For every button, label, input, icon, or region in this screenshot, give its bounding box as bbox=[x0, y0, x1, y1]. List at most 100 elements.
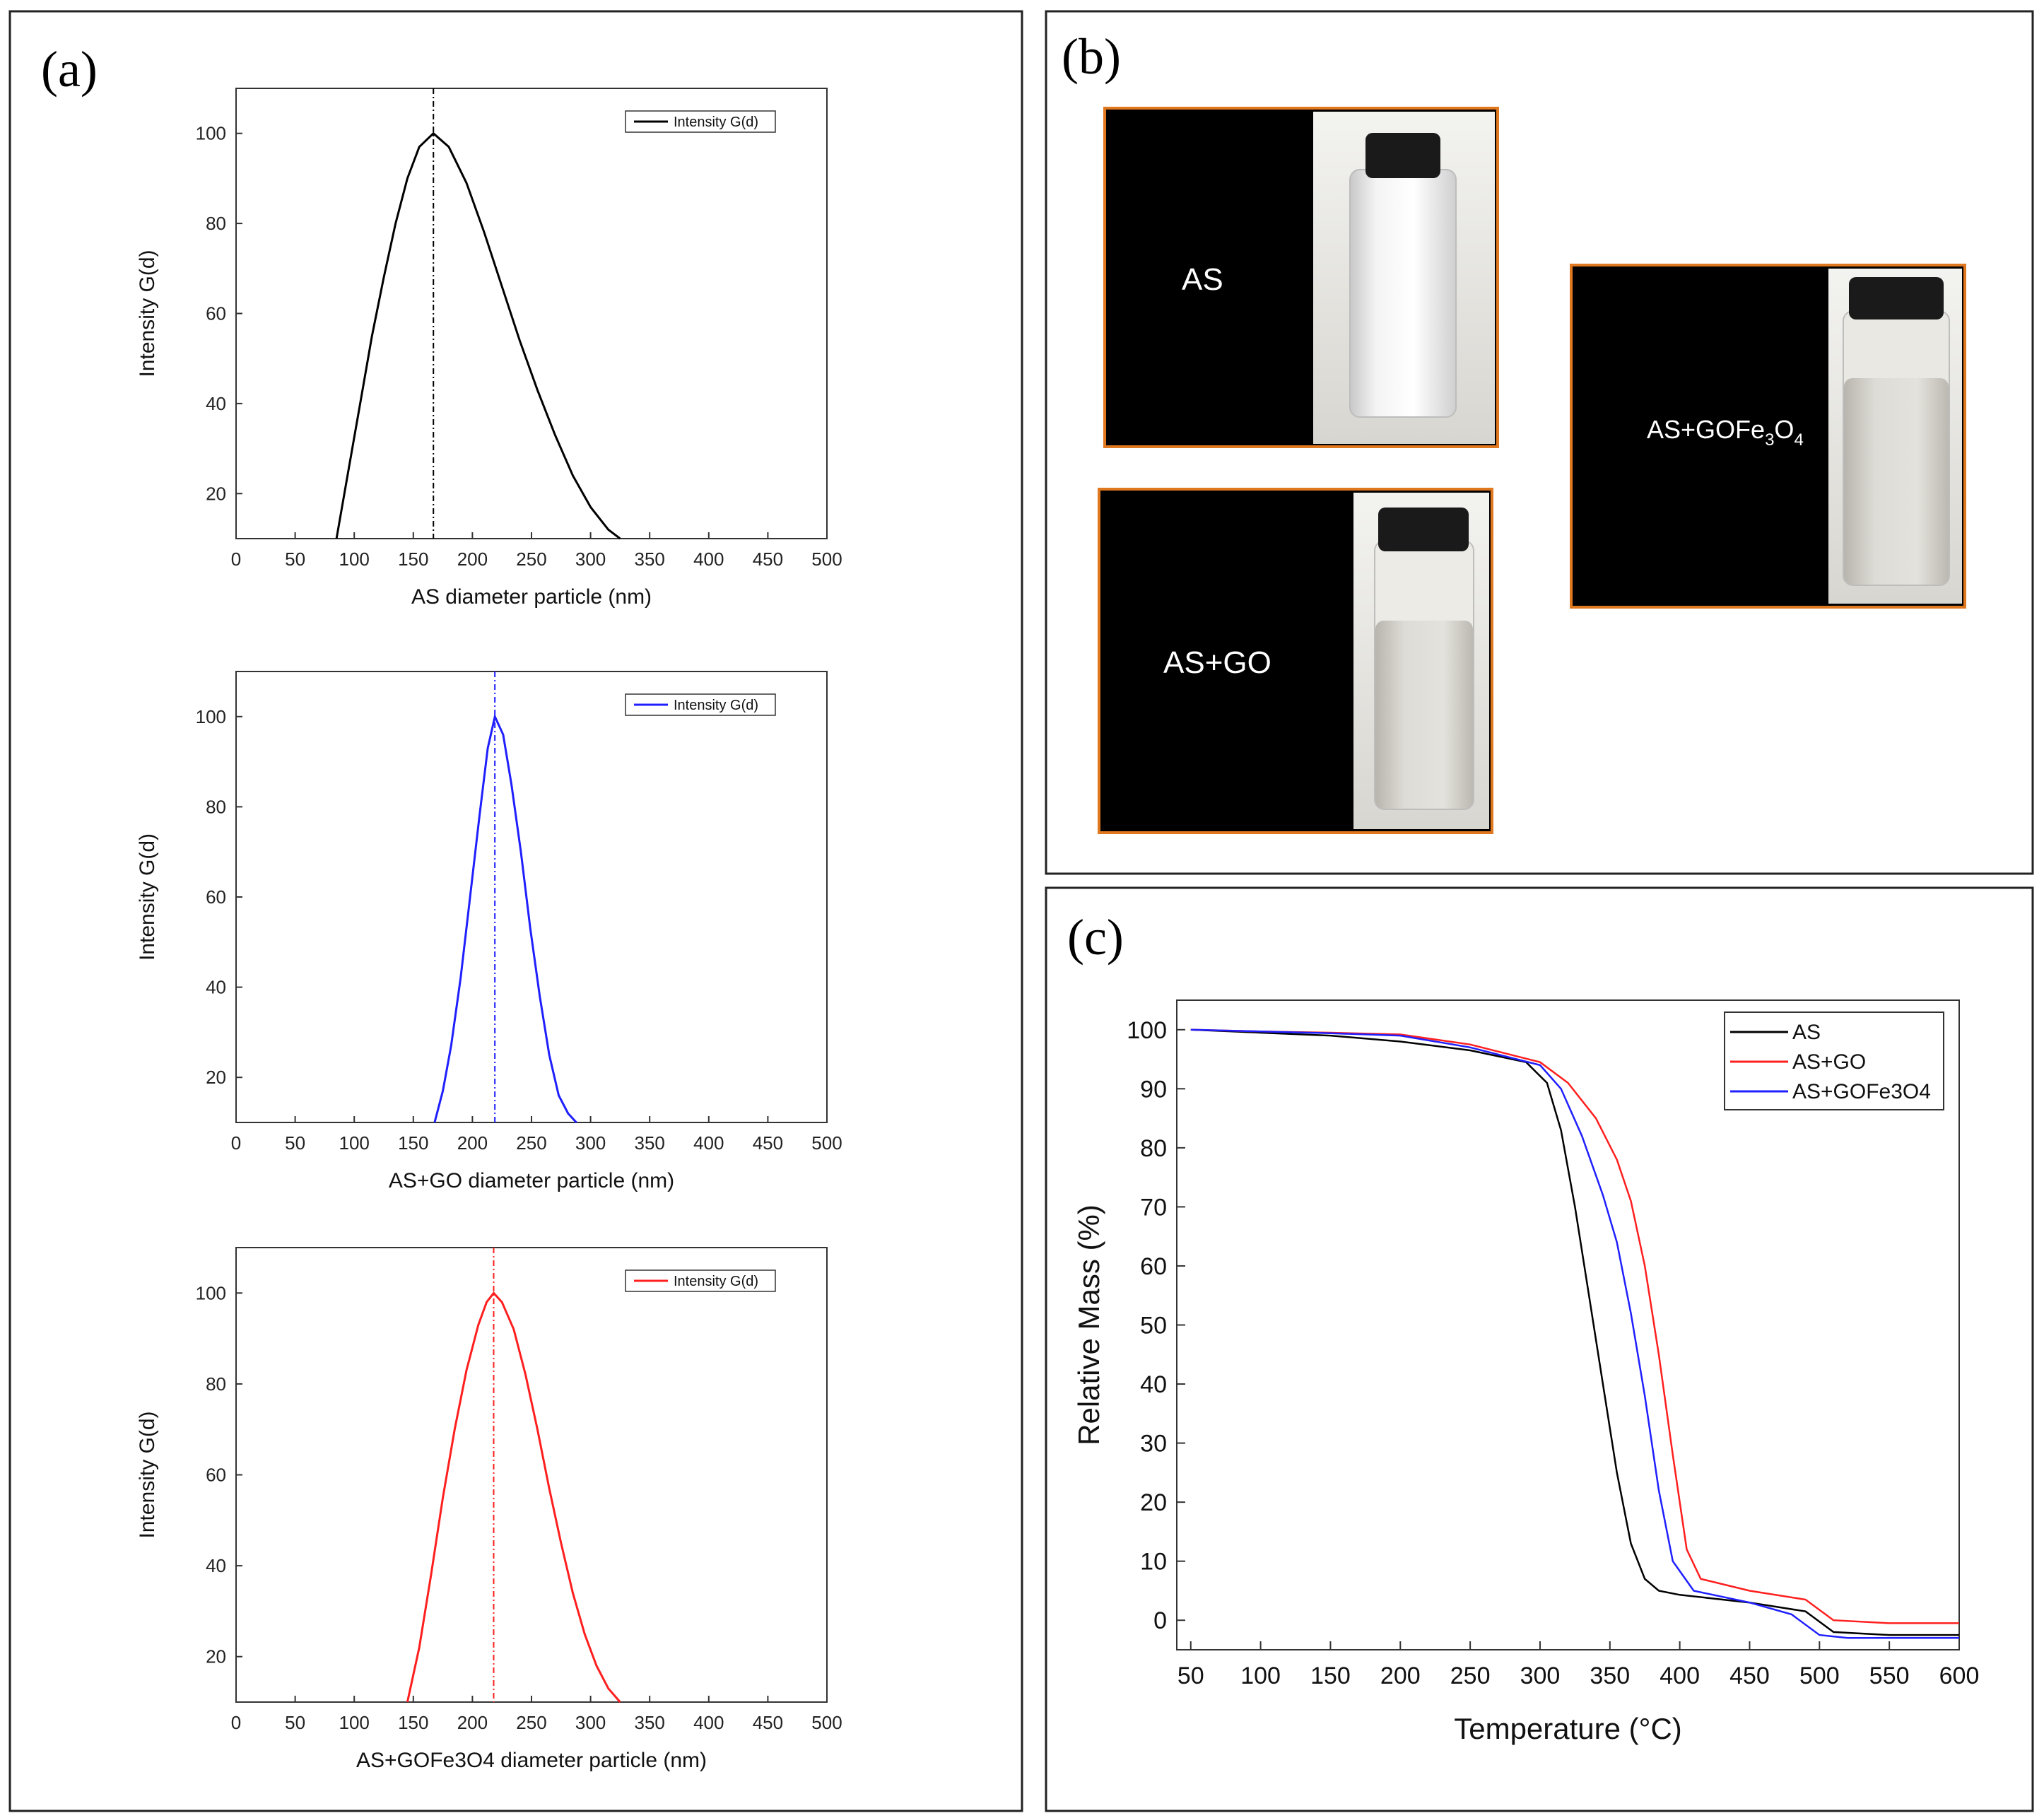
y-tick-label: 70 bbox=[1140, 1194, 1167, 1221]
y-tick-label: 100 bbox=[1127, 1017, 1167, 1044]
vial-as-go-cap bbox=[1378, 508, 1469, 551]
y-tick-label: 80 bbox=[206, 1373, 226, 1395]
vial-as-gofe3o4-liquid bbox=[1844, 378, 1949, 585]
x-tick-label: 250 bbox=[1450, 1662, 1491, 1689]
panel-c-letter: (c) bbox=[1067, 909, 1124, 966]
panel-c-frame bbox=[1045, 886, 2034, 1812]
y-tick-label: 60 bbox=[206, 886, 226, 908]
x-tick-label: 0 bbox=[231, 1712, 241, 1733]
x-tick-label: 350 bbox=[1590, 1662, 1630, 1689]
panel-b-frame bbox=[1045, 10, 2034, 875]
panel-a-frame bbox=[8, 10, 1023, 1812]
vial-as-gofe3o4-cap bbox=[1849, 277, 1944, 319]
photo-as: AS bbox=[1103, 107, 1499, 448]
x-axis-label: Temperature (°C) bbox=[1454, 1712, 1682, 1745]
x-tick-label: 150 bbox=[398, 549, 428, 570]
y-axis-label: Intensity G(d) bbox=[136, 250, 159, 377]
series-line-0 bbox=[1190, 1028, 1959, 1636]
plot-frame bbox=[235, 1247, 828, 1703]
legend-label: Intensity G(d) bbox=[674, 115, 758, 130]
plot-frame bbox=[235, 88, 828, 539]
photo-as-go: AS+GO bbox=[1098, 488, 1493, 834]
y-tick-label: 20 bbox=[206, 1067, 226, 1088]
photo-as-go-label: AS+GO bbox=[1163, 645, 1271, 680]
y-tick-label: 30 bbox=[1140, 1431, 1167, 1458]
plot-frame bbox=[235, 671, 828, 1123]
y-tick-label: 100 bbox=[196, 706, 226, 727]
intensity-curve bbox=[433, 713, 577, 1124]
x-tick-label: 500 bbox=[811, 1132, 842, 1154]
x-axis-label: AS+GO diameter particle (nm) bbox=[389, 1169, 674, 1192]
y-tick-label: 10 bbox=[1140, 1549, 1167, 1576]
panel-b-letter: (b) bbox=[1062, 28, 1121, 85]
chart-tga: 50 100 150 200 250 300 350 400 450 500 550 600 0 10 20… bbox=[1072, 999, 1980, 1745]
chart-as-gofe3o4-dls: 0 50 100 150 200 250 300 350 400 450 500 20 40 60 80 10… bbox=[136, 1247, 842, 1772]
series-line-2 bbox=[1190, 1028, 1959, 1639]
x-tick-label: 200 bbox=[457, 1712, 488, 1733]
x-tick-label: 100 bbox=[339, 1712, 370, 1733]
x-tick-label: 450 bbox=[753, 1712, 783, 1733]
x-tick-label: 100 bbox=[339, 549, 370, 570]
x-tick-label: 200 bbox=[457, 549, 488, 570]
x-tick-label: 400 bbox=[693, 549, 724, 570]
legend-label-2: AS+GOFe3O4 bbox=[1792, 1080, 1931, 1103]
x-tick-label: 0 bbox=[231, 549, 241, 570]
x-axis-label: AS diameter particle (nm) bbox=[411, 585, 652, 609]
y-tick-label: 50 bbox=[1140, 1313, 1167, 1339]
x-tick-label: 150 bbox=[398, 1712, 428, 1733]
x-tick-label: 300 bbox=[1520, 1662, 1561, 1689]
x-tick-label: 100 bbox=[339, 1132, 370, 1154]
x-tick-label: 450 bbox=[1729, 1662, 1770, 1689]
x-tick-label: 50 bbox=[285, 549, 305, 570]
y-tick-label: 40 bbox=[206, 1555, 226, 1576]
x-tick-label: 300 bbox=[575, 1712, 606, 1733]
y-tick-label: 100 bbox=[196, 123, 226, 144]
x-tick-label: 0 bbox=[231, 1132, 241, 1154]
y-tick-label: 40 bbox=[206, 977, 226, 998]
chart-as-dls: 0 50 100 150 200 250 300 350 400 450 500 20 40 60 80 10… bbox=[136, 88, 842, 609]
vial-as-cap bbox=[1365, 133, 1440, 178]
x-tick-label: 400 bbox=[1660, 1662, 1700, 1689]
chart-as-go-dls: 0 50 100 150 200 250 300 350 400 450 500 20 40 60 80 10… bbox=[136, 671, 842, 1192]
y-tick-label: 40 bbox=[1140, 1371, 1167, 1398]
y-tick-label: 80 bbox=[1140, 1135, 1167, 1162]
x-tick-label: 200 bbox=[1380, 1662, 1421, 1689]
x-tick-label: 50 bbox=[1177, 1662, 1204, 1689]
x-tick-label: 250 bbox=[516, 1712, 546, 1733]
legend-label: Intensity G(d) bbox=[674, 1274, 758, 1289]
x-tick-label: 300 bbox=[575, 1132, 606, 1154]
y-tick-label: 60 bbox=[206, 303, 226, 324]
y-axis-label: Relative Mass (%) bbox=[1072, 1204, 1105, 1445]
x-tick-label: 400 bbox=[693, 1712, 724, 1733]
x-tick-label: 600 bbox=[1939, 1662, 1980, 1689]
legend-label-0: AS bbox=[1792, 1021, 1821, 1044]
photo-as-gofe3o4-label: AS+GOFe3O4 bbox=[1647, 415, 1804, 450]
x-tick-label: 250 bbox=[516, 1132, 546, 1154]
photo-as-gofe3o4: AS+GOFe3O4 bbox=[1570, 264, 1966, 609]
x-tick-label: 400 bbox=[693, 1132, 724, 1154]
panel-a-letter: (a) bbox=[41, 41, 98, 98]
y-tick-label: 60 bbox=[206, 1465, 226, 1486]
x-tick-label: 350 bbox=[635, 1132, 665, 1154]
x-tick-label: 500 bbox=[811, 1712, 842, 1733]
y-tick-label: 40 bbox=[206, 393, 226, 414]
x-tick-label: 200 bbox=[457, 1132, 488, 1154]
y-tick-label: 90 bbox=[1140, 1076, 1167, 1103]
x-tick-label: 450 bbox=[753, 1132, 783, 1154]
vial-as-go-liquid bbox=[1375, 621, 1473, 809]
intensity-curve bbox=[335, 131, 621, 540]
y-tick-label: 60 bbox=[1140, 1253, 1167, 1280]
x-tick-label: 550 bbox=[1869, 1662, 1910, 1689]
legend-label: Intensity G(d) bbox=[674, 698, 758, 713]
y-tick-label: 100 bbox=[196, 1282, 226, 1303]
x-tick-label: 500 bbox=[811, 549, 842, 570]
x-tick-label: 300 bbox=[575, 549, 606, 570]
intensity-curve bbox=[406, 1291, 621, 1703]
x-tick-label: 250 bbox=[516, 549, 546, 570]
x-tick-label: 50 bbox=[285, 1712, 305, 1733]
x-tick-label: 500 bbox=[1799, 1662, 1840, 1689]
y-tick-label: 20 bbox=[206, 483, 226, 504]
vial-as-body bbox=[1349, 169, 1457, 418]
x-tick-label: 350 bbox=[635, 549, 665, 570]
photo-as-label: AS bbox=[1182, 262, 1223, 297]
